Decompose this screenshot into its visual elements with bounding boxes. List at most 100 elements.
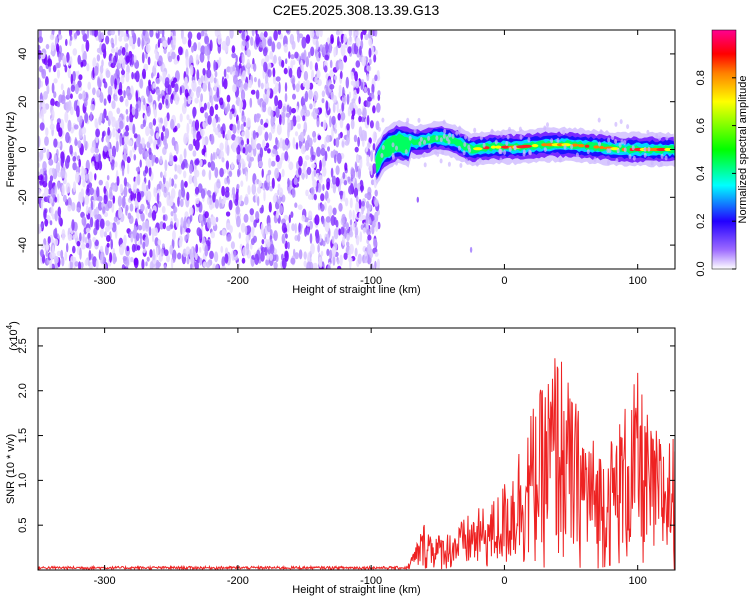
noise-speckle — [85, 205, 89, 216]
noise-speckle — [93, 189, 97, 202]
noise-speckle — [45, 243, 50, 251]
noise-speckle — [284, 137, 290, 146]
noise-speckle — [469, 246, 473, 253]
noise-speckle — [331, 127, 334, 139]
noise-speckle — [171, 51, 176, 60]
noise-speckle — [81, 216, 87, 226]
signal-peak — [664, 147, 672, 152]
noise-speckle — [199, 159, 203, 167]
signal-peak — [561, 143, 572, 147]
noise-speckle — [129, 149, 133, 159]
noise-speckle — [228, 170, 233, 177]
noise-speckle — [220, 126, 224, 135]
noise-speckle — [329, 42, 332, 54]
noise-speckle — [45, 127, 49, 137]
noise-speckle — [164, 142, 169, 150]
noise-speckle — [72, 70, 76, 82]
noise-speckle — [599, 129, 603, 135]
noise-speckle — [288, 214, 291, 224]
noise-speckle — [522, 149, 526, 155]
noise-speckle — [61, 256, 65, 267]
noise-speckle — [103, 231, 107, 238]
noise-speckle — [169, 244, 173, 255]
noise-speckle — [38, 77, 41, 90]
noise-speckle — [296, 66, 302, 79]
noise-speckle — [279, 141, 283, 149]
noise-speckle — [261, 37, 267, 49]
noise-speckle — [189, 64, 194, 77]
noise-speckle — [124, 134, 129, 146]
noise-speckle — [543, 125, 547, 131]
y-tick-label: 2.5 — [17, 338, 29, 353]
noise-speckle — [269, 229, 273, 236]
noise-speckle — [144, 165, 149, 174]
noise-speckle — [170, 80, 175, 89]
noise-speckle — [202, 261, 207, 268]
noise-speckle — [122, 153, 128, 162]
noise-speckle — [427, 135, 431, 141]
noise-speckle — [58, 214, 62, 225]
noise-speckle — [332, 102, 336, 113]
noise-speckle — [284, 151, 289, 162]
noise-speckle — [123, 177, 127, 187]
noise-speckle — [360, 81, 364, 90]
noise-speckle — [170, 178, 175, 187]
noise-speckle — [165, 98, 169, 106]
noise-speckle — [44, 103, 50, 110]
noise-speckle — [277, 198, 282, 205]
noise-speckle — [224, 247, 229, 255]
noise-speckle — [249, 208, 254, 216]
noise-speckle — [151, 72, 154, 79]
noise-speckle — [626, 124, 630, 130]
noise-speckle — [243, 213, 249, 223]
noise-speckle — [162, 40, 168, 48]
noise-speckle — [301, 98, 306, 104]
noise-speckle — [84, 112, 89, 124]
noise-speckle — [225, 73, 229, 80]
noise-speckle — [86, 184, 90, 194]
noise-speckle — [201, 148, 206, 156]
noise-speckle — [192, 131, 196, 139]
noise-speckle — [447, 139, 451, 145]
noise-speckle — [69, 93, 73, 99]
noise-speckle — [327, 205, 333, 216]
noise-speckle — [199, 106, 205, 114]
noise-speckle — [152, 118, 157, 126]
noise-speckle — [220, 245, 224, 254]
noise-speckle — [347, 36, 353, 46]
noise-speckle — [632, 155, 636, 161]
noise-speckle — [193, 138, 196, 147]
noise-speckle — [135, 70, 140, 83]
noise-speckle — [79, 232, 82, 242]
noise-speckle — [482, 142, 486, 148]
noise-speckle — [265, 259, 270, 266]
noise-speckle — [111, 42, 115, 49]
noise-speckle — [47, 58, 53, 68]
noise-speckle — [99, 72, 103, 81]
noise-speckle — [332, 183, 337, 194]
noise-speckle — [186, 122, 190, 135]
noise-speckle — [299, 131, 305, 143]
noise-speckle — [191, 45, 194, 53]
noise-speckle — [131, 106, 136, 116]
noise-speckle — [61, 184, 65, 196]
noise-speckle — [147, 192, 151, 203]
noise-speckle — [72, 234, 76, 240]
y-tick-label: -40 — [17, 237, 29, 253]
noise-speckle — [404, 149, 408, 155]
noise-speckle — [376, 258, 380, 269]
noise-speckle — [305, 34, 311, 44]
noise-speckle — [197, 41, 201, 51]
noise-speckle — [364, 193, 369, 199]
noise-speckle — [289, 33, 295, 45]
noise-speckle — [271, 177, 275, 189]
noise-speckle — [340, 111, 346, 121]
noise-speckle — [127, 139, 133, 147]
noise-speckle — [185, 227, 191, 234]
noise-speckle — [226, 222, 231, 230]
noise-speckle — [62, 194, 67, 203]
noise-speckle — [303, 251, 307, 260]
noise-speckle — [508, 126, 511, 132]
noise-speckle — [575, 152, 579, 158]
noise-speckle — [109, 192, 113, 200]
